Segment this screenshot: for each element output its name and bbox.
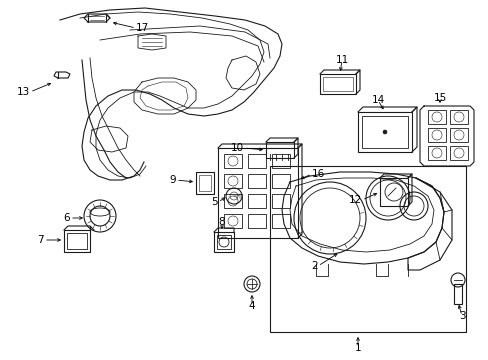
Text: 4: 4 xyxy=(248,301,255,311)
Bar xyxy=(427,128,445,142)
Text: 16: 16 xyxy=(311,169,325,179)
Bar xyxy=(271,194,289,208)
Bar xyxy=(224,214,242,228)
Bar xyxy=(224,154,242,168)
Text: 17: 17 xyxy=(136,23,149,33)
Bar xyxy=(265,142,293,158)
Bar xyxy=(361,116,407,148)
Bar xyxy=(449,128,467,142)
Text: 12: 12 xyxy=(348,195,361,205)
Bar xyxy=(67,233,87,249)
Bar xyxy=(449,146,467,160)
Bar xyxy=(357,112,411,152)
Text: 10: 10 xyxy=(230,143,244,153)
Bar xyxy=(269,166,465,332)
Bar xyxy=(218,148,297,238)
Bar xyxy=(247,194,265,208)
Text: 11: 11 xyxy=(335,55,348,65)
Bar xyxy=(217,235,230,249)
Text: 7: 7 xyxy=(37,235,44,245)
Text: 8: 8 xyxy=(218,217,225,227)
Bar xyxy=(453,284,461,304)
Text: 9: 9 xyxy=(169,175,176,185)
Bar xyxy=(214,232,234,252)
Bar xyxy=(247,214,265,228)
Bar xyxy=(224,174,242,188)
Bar xyxy=(449,110,467,124)
Text: 5: 5 xyxy=(211,197,218,207)
Bar xyxy=(196,172,214,194)
Text: 15: 15 xyxy=(432,93,446,103)
Bar xyxy=(271,174,289,188)
Bar xyxy=(64,230,90,252)
Circle shape xyxy=(382,130,386,134)
Bar xyxy=(224,194,242,208)
Bar xyxy=(271,154,289,168)
Bar xyxy=(247,174,265,188)
Bar xyxy=(379,178,407,206)
Text: 14: 14 xyxy=(370,95,384,105)
Bar xyxy=(319,74,355,94)
Bar xyxy=(427,110,445,124)
Text: 13: 13 xyxy=(17,87,30,97)
Bar xyxy=(271,214,289,228)
Text: 2: 2 xyxy=(311,261,317,271)
Bar xyxy=(199,175,210,191)
Text: 1: 1 xyxy=(354,343,361,353)
Text: 3: 3 xyxy=(458,311,465,321)
Bar xyxy=(247,154,265,168)
Bar xyxy=(427,146,445,160)
Bar xyxy=(323,77,352,91)
Text: 6: 6 xyxy=(63,213,70,223)
